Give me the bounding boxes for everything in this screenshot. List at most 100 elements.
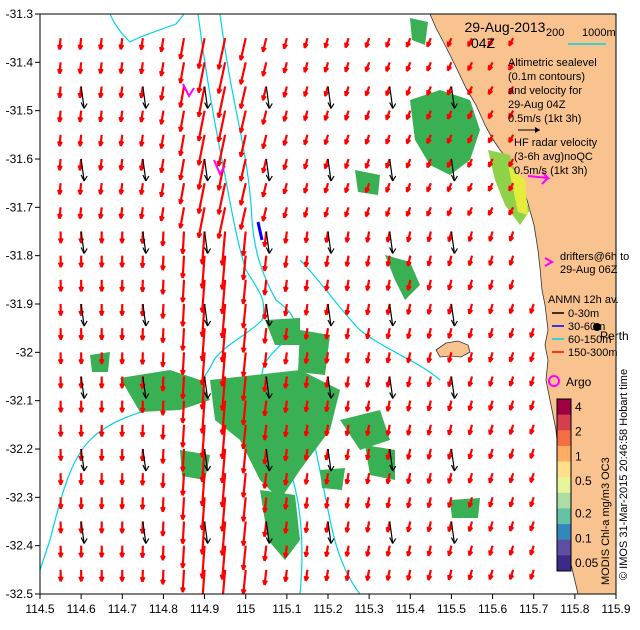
velocity-arrowhead — [119, 310, 126, 317]
hf-arrow — [80, 521, 85, 544]
colorbar-segment — [557, 399, 571, 416]
hf-arrowhead — [389, 247, 397, 254]
velocity-arrowhead — [119, 407, 126, 413]
lon-tick-label: 115 — [236, 602, 255, 616]
lat-tick-label: -32.5 — [6, 587, 34, 601]
velocity-arrowhead — [406, 405, 412, 412]
perth-label: Perth — [600, 329, 629, 343]
hf-arrowhead — [327, 174, 335, 182]
velocity-arrowhead — [180, 587, 186, 593]
velocity-arrowhead — [57, 503, 64, 510]
colorbar-segment — [557, 430, 571, 447]
velocity-arrowhead — [323, 91, 330, 97]
velocity-arrowhead — [467, 89, 473, 96]
velocity-arrowhead — [467, 210, 473, 217]
velocity-arrowhead — [262, 459, 268, 465]
velocity-arrowhead — [160, 434, 166, 440]
velocity-arrowhead — [426, 284, 433, 291]
velocity-arrowhead — [426, 333, 433, 339]
hf-arrow — [142, 86, 147, 109]
hf-arrow — [389, 158, 394, 182]
title-date: 29-Aug-2013 — [465, 19, 546, 35]
velocity-arrowhead — [261, 46, 267, 53]
velocity-arrowhead — [78, 503, 85, 510]
velocity-arrowhead — [180, 466, 186, 472]
drifter-tracks — [182, 83, 555, 267]
velocity-arrow — [181, 279, 186, 303]
velocity-arrowhead — [508, 477, 515, 484]
velocity-arrowhead — [467, 477, 474, 484]
velocity-arrowhead — [262, 289, 268, 296]
lon-tick-label: 115.6 — [478, 602, 507, 616]
velocity-arrowhead — [529, 453, 535, 459]
velocity-arrowhead — [508, 550, 515, 556]
colorbar-tick-label: 0.5 — [575, 474, 592, 488]
hf-arrowhead — [327, 247, 335, 254]
hf-arrow — [389, 86, 394, 109]
svg-text:150-300m: 150-300m — [568, 347, 618, 359]
velocity-arrow — [179, 110, 186, 132]
velocity-arrowhead — [406, 430, 412, 436]
velocity-arrowhead — [323, 66, 330, 73]
velocity-arrow — [181, 352, 186, 375]
velocity-arrowhead — [365, 309, 371, 316]
velocity-arrowhead — [344, 261, 351, 268]
hf-arrow — [265, 231, 270, 254]
velocity-arrowhead — [180, 393, 186, 400]
velocity-arrowhead — [426, 550, 433, 557]
velocity-arrowhead — [283, 286, 289, 293]
velocity-arrowhead — [77, 68, 84, 75]
velocity-arrowhead — [406, 526, 412, 533]
velocity-arrowhead — [467, 357, 474, 363]
velocity-arrowhead — [426, 478, 433, 484]
velocity-arrowhead — [159, 191, 165, 198]
svg-text:Altimetric sealevel: Altimetric sealevel — [508, 57, 597, 69]
hf-arrow — [80, 376, 85, 399]
velocity-arrowhead — [216, 185, 223, 191]
velocity-arrowhead — [262, 362, 268, 368]
velocity-arrowhead — [344, 478, 351, 485]
velocity-arrowhead — [282, 67, 288, 74]
velocity-arrowhead — [57, 552, 64, 558]
velocity-arrowhead — [508, 209, 514, 216]
velocity-arrowhead — [447, 381, 453, 388]
velocity-arrowhead — [119, 503, 126, 510]
velocity-arrowhead — [240, 274, 247, 281]
velocity-arrowhead — [196, 160, 203, 166]
velocity-arrowhead — [324, 551, 330, 558]
velocity-arrowhead — [303, 430, 310, 437]
velocity-arrow — [179, 37, 186, 60]
velocity-arrowhead — [508, 235, 515, 242]
velocity-arrowhead — [240, 250, 247, 257]
velocity-arrowhead — [238, 55, 245, 61]
velocity-arrowhead — [303, 406, 310, 413]
velocity-arrowhead — [303, 115, 309, 122]
velocity-arrowhead — [446, 210, 453, 217]
velocity-arrowhead — [508, 137, 514, 144]
velocity-arrowhead — [240, 298, 247, 305]
velocity-arrowhead — [508, 332, 515, 339]
velocity-arrowhead — [344, 382, 351, 388]
velocity-arrowhead — [426, 502, 433, 509]
velocity-arrowhead — [160, 289, 166, 295]
velocity-arrowhead — [385, 114, 391, 121]
velocity-arrowhead — [508, 356, 515, 363]
lat-tick-label: -32.3 — [6, 490, 34, 504]
velocity-arrowhead — [78, 358, 85, 365]
velocity-arrowhead — [139, 359, 146, 365]
velocity-arrow — [217, 207, 227, 239]
hf-arrow — [265, 376, 270, 399]
velocity-arrowhead — [487, 161, 494, 168]
credit-text: © IMOS 31-Mar-2015 20:46:58 Hobart time — [618, 369, 630, 580]
velocity-arrowhead — [467, 550, 474, 557]
velocity-arrowhead — [529, 404, 535, 411]
velocity-arrowhead — [238, 175, 245, 182]
velocity-arrowhead — [487, 185, 494, 192]
lat-tick-label: -32 — [16, 345, 34, 359]
hf-arrowhead — [265, 174, 273, 182]
velocity-arrowhead — [385, 406, 392, 412]
velocity-arrowhead — [406, 357, 412, 364]
velocity-arrow — [239, 37, 247, 61]
velocity-arrowhead — [467, 186, 473, 192]
velocity-arrowhead — [508, 453, 515, 460]
